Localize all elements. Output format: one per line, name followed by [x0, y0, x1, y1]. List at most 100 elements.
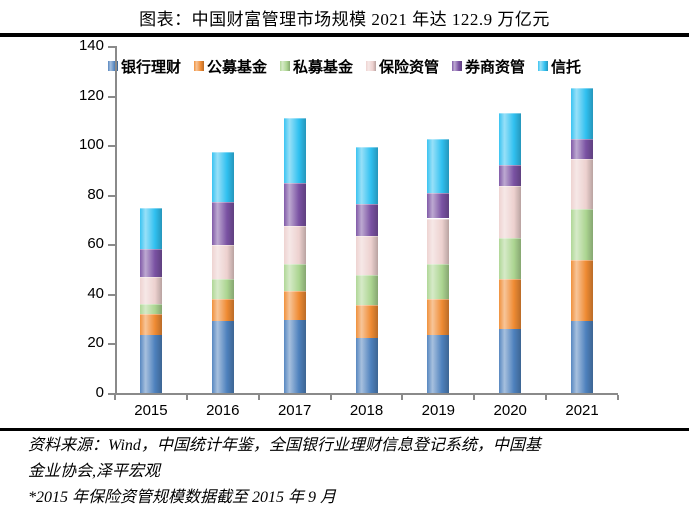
bar-segment-银行理财	[355, 338, 378, 393]
bar-segment-券商资管	[355, 203, 378, 237]
y-axis-tick-label: 140	[78, 37, 104, 54]
legend-item-私募基金: 私募基金	[279, 56, 353, 77]
bar-segment-保险资管	[499, 185, 522, 238]
bar-segment-私募基金	[427, 263, 450, 300]
bar-segment-公募基金	[355, 305, 378, 339]
x-axis-tick	[257, 395, 260, 400]
bar-segment-公募基金	[139, 313, 162, 335]
legend-item-券商资管: 券商资管	[452, 56, 525, 77]
y-axis-tick-label: 120	[78, 86, 104, 104]
bar-segment-信托	[427, 138, 450, 193]
y-axis-line	[115, 46, 117, 393]
legend-label: 信托	[551, 59, 582, 76]
bar-segment-公募基金	[211, 299, 234, 321]
y-axis-tick	[108, 393, 115, 395]
y-axis-tick-label: 100	[78, 136, 104, 154]
bar-segment-券商资管	[139, 248, 162, 277]
legend-color-swatch	[279, 61, 290, 71]
title-divider	[0, 33, 689, 37]
legend-color-swatch	[107, 61, 118, 71]
source-note-line: 金业协会,泽平宏观	[28, 463, 161, 480]
bar-segment-信托	[499, 113, 522, 166]
stacked-bar-chart: 银行理财 公募基金 私募基金 保险资管 券商资管 信托 0 20 40 60 80 100 120 14…	[0, 37, 689, 428]
x-axis-tick	[329, 395, 332, 400]
x-axis-category-label: 2017	[277, 402, 312, 419]
bar-segment-保险资管	[283, 225, 306, 264]
bar-segment-银行理财	[571, 321, 594, 393]
legend-label: 券商资管	[465, 59, 526, 76]
bar-segment-信托	[283, 118, 306, 183]
y-axis-tick-label: 0	[95, 384, 104, 401]
x-axis-category-label: 2016	[206, 402, 240, 419]
bar-segment-银行理财	[283, 319, 306, 393]
y-axis-tick-label: 80	[87, 185, 104, 203]
bar-segment-保险资管	[211, 245, 234, 280]
bar-segment-信托	[139, 207, 162, 249]
y-axis-tick	[108, 95, 115, 98]
bar-segment-信托	[571, 88, 594, 139]
footer-divider	[0, 428, 689, 431]
chart-legend: 银行理财 公募基金 私募基金 保险资管 券商资管 信托	[0, 56, 689, 77]
source-note-line: 资料来源：Wind，中国统计年鉴，全国银行业理财信息登记系统，中国基	[28, 437, 541, 454]
legend-color-swatch	[538, 61, 549, 71]
bar-segment-保险资管	[427, 218, 450, 264]
bar-segment-私募基金	[139, 304, 162, 314]
legend-item-信托: 信托	[538, 56, 581, 77]
bar-segment-银行理财	[427, 335, 450, 393]
y-axis-tick-label: 60	[87, 235, 104, 253]
x-axis-tick	[185, 395, 188, 400]
legend-color-swatch	[452, 61, 463, 71]
bar-segment-私募基金	[355, 274, 378, 305]
x-axis-tick	[473, 395, 476, 400]
y-axis-tick	[108, 46, 115, 48]
bar-segment-券商资管	[571, 138, 594, 159]
x-axis-category-label: 2020	[493, 402, 527, 419]
bar-segment-保险资管	[571, 158, 594, 209]
legend-label: 公募基金	[206, 59, 267, 76]
y-axis-tick	[108, 145, 115, 148]
bar-segment-公募基金	[427, 299, 450, 335]
bar-segment-私募基金	[211, 279, 234, 300]
bar-segment-券商资管	[499, 165, 522, 186]
y-axis-tick-label: 20	[87, 334, 104, 352]
bar-segment-信托	[355, 147, 378, 204]
bar-segment-私募基金	[499, 237, 522, 280]
legend-color-swatch	[193, 61, 204, 71]
legend-item-保险资管: 保险资管	[366, 56, 439, 77]
legend-label: 私募基金	[292, 59, 353, 76]
x-axis-category-label: 2021	[565, 402, 599, 419]
y-axis-tick	[108, 343, 115, 346]
x-axis-tick	[401, 395, 404, 400]
legend-item-公募基金: 公募基金	[193, 56, 267, 77]
legend-label: 银行理财	[120, 59, 181, 76]
bar-segment-银行理财	[211, 320, 234, 393]
y-axis-tick	[108, 293, 115, 296]
chart-title: 图表：中国财富管理市场规模 2021 年达 122.9 万亿元	[139, 10, 550, 29]
y-axis-tick	[108, 244, 115, 247]
legend-label: 保险资管	[379, 59, 440, 76]
bar-segment-券商资管	[427, 192, 450, 219]
source-note-line: *2015 年保险资管规模数据截至 2015 年 9 月	[28, 489, 337, 506]
legend-color-swatch	[366, 61, 376, 71]
source-note: 资料来源：Wind，中国统计年鉴，全国银行业理财信息登记系统，中国基 金业协会,泽…	[28, 433, 681, 511]
bar-segment-公募基金	[571, 259, 594, 322]
x-axis-tick	[617, 395, 619, 400]
bar-segment-券商资管	[283, 182, 306, 226]
y-axis-tick	[108, 194, 115, 197]
y-axis-tick-label: 40	[87, 284, 104, 302]
x-axis-category-label: 2018	[349, 402, 384, 419]
x-axis-category-label: 2015	[134, 402, 168, 419]
x-axis-line	[108, 393, 618, 395]
x-axis-tick	[114, 395, 116, 400]
bar-segment-银行理财	[139, 334, 162, 393]
x-axis-tick	[545, 395, 548, 400]
bar-segment-私募基金	[283, 263, 306, 292]
bar-segment-银行理财	[499, 328, 522, 393]
legend-item-银行理财: 银行理财	[107, 56, 181, 77]
bar-segment-公募基金	[499, 279, 522, 329]
bar-segment-公募基金	[283, 291, 306, 320]
bar-segment-保险资管	[355, 236, 378, 275]
bar-segment-信托	[211, 152, 234, 202]
bar-segment-券商资管	[211, 201, 234, 246]
